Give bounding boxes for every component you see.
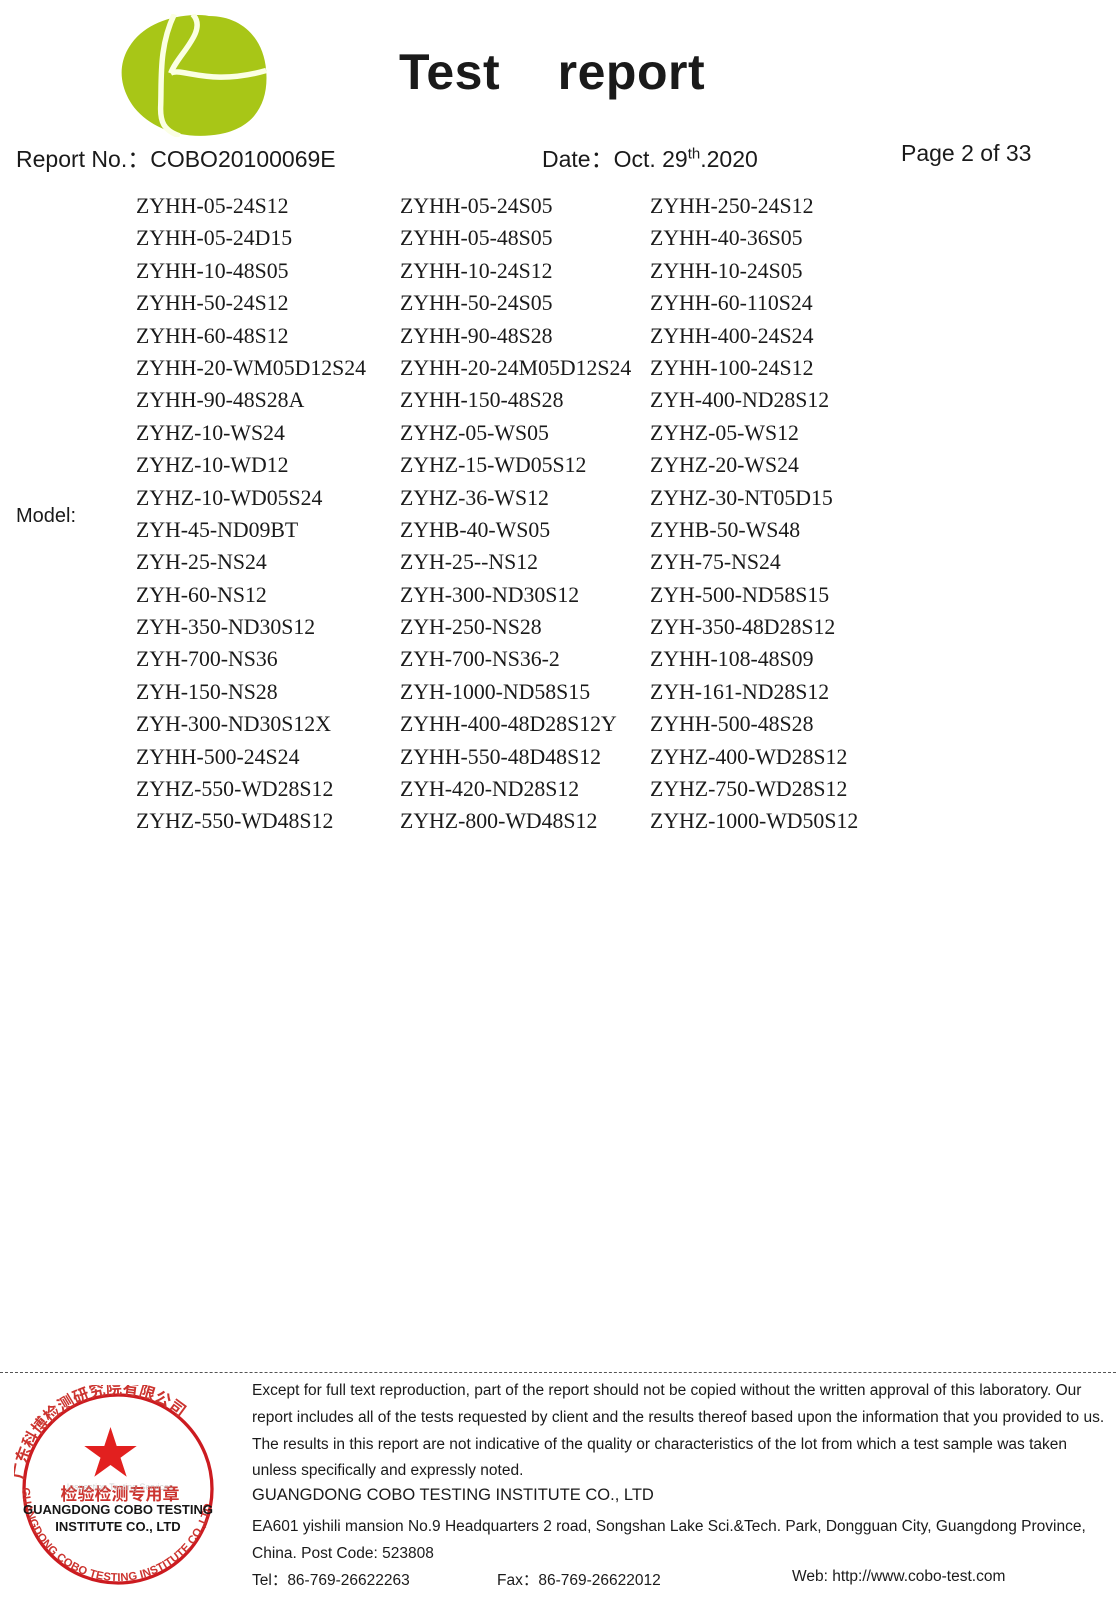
svg-text:Inspection Testing Services: Inspection Testing Services	[67, 1482, 174, 1492]
